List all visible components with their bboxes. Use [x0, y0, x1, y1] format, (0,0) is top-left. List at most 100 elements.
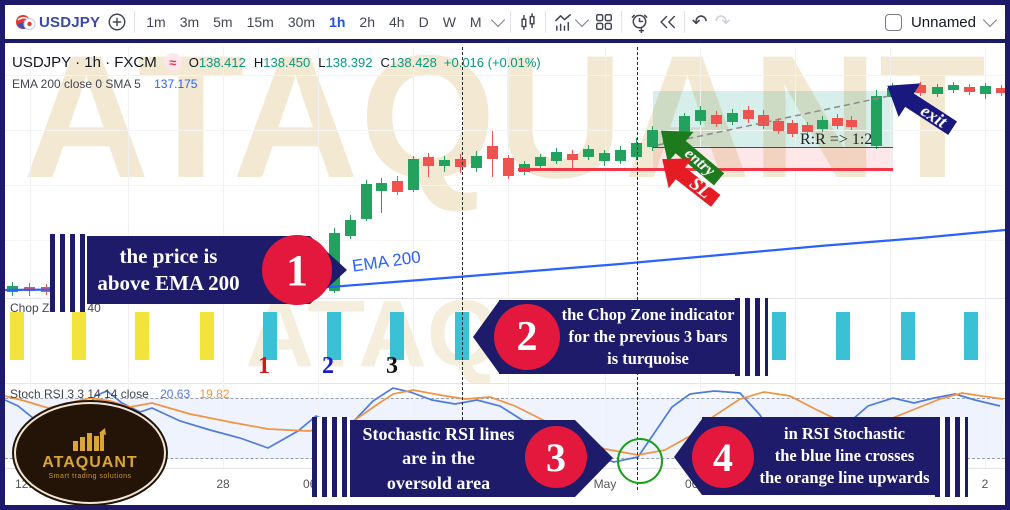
- candlestick: [598, 153, 610, 161]
- symbol-pair-icon: [16, 14, 36, 30]
- pane-divider[interactable]: [5, 383, 1005, 384]
- interval-group: 1m 3m 5m 15m 30m 1h 2h 4h D W M: [142, 14, 485, 30]
- logo-name: ATAQUANT: [42, 453, 138, 471]
- callout1-number: 1: [262, 235, 332, 305]
- candlestick: [486, 146, 498, 159]
- candlestick: [470, 156, 482, 168]
- stoch-rsi-label: Stoch RSI 3 3 14 14 close: [10, 387, 149, 401]
- candlestick: [454, 159, 466, 167]
- stoch-d-value: 19.82: [199, 387, 230, 401]
- callout-text-line: the price is: [119, 243, 218, 268]
- candlestick: [963, 87, 975, 92]
- indicators-chart-icon: [554, 13, 571, 31]
- target-line: [653, 147, 893, 148]
- candlestick: [614, 150, 626, 161]
- rewind-icon: [659, 15, 675, 29]
- callout-text-line: above EMA 200: [97, 271, 240, 295]
- symbol-button[interactable]: USDJPY: [15, 12, 100, 33]
- approx-badge-icon: ≈: [163, 53, 182, 71]
- price-change: +0.016 (+0.01%): [443, 54, 541, 70]
- candlestick: [816, 120, 828, 129]
- interval-30m[interactable]: 30m: [287, 14, 316, 30]
- candlestick: [6, 286, 18, 292]
- candlestick: [630, 143, 642, 157]
- grid-line-horizontal: [5, 185, 1005, 186]
- interval-D[interactable]: D: [418, 14, 429, 30]
- interval-1m[interactable]: 1m: [146, 14, 166, 30]
- candlestick: [914, 85, 926, 93]
- candlestick: [391, 181, 403, 192]
- callout-text-line: the Chop Zone indicator: [561, 304, 735, 324]
- logo-bars-icon: [73, 427, 106, 451]
- chop-zone-bar: [10, 312, 24, 360]
- interval-1h[interactable]: 1h: [329, 14, 346, 30]
- toolbar-divider: [683, 11, 685, 33]
- top-toolbar: USDJPY 1m 3m 5m 15m 30m 1h 2h 4h D W M: [5, 5, 1005, 43]
- candlestick: [375, 183, 387, 191]
- bar-number-label: 2: [322, 353, 334, 379]
- candlestick: [344, 220, 356, 236]
- chop-zone-bar: [200, 312, 214, 360]
- ema-indicator-value: 137.175: [154, 77, 198, 91]
- callout4-stripes: [935, 417, 968, 497]
- callout3-number: 3: [525, 426, 587, 488]
- callout-text-line: Stochastic RSI lines: [362, 424, 515, 445]
- candlestick: [360, 184, 372, 219]
- interval-M[interactable]: M: [469, 14, 482, 30]
- grid-layout-icon: [595, 13, 612, 30]
- layout-name[interactable]: Unnamed: [910, 13, 976, 31]
- callout2-number: 2: [494, 304, 560, 370]
- alert-button[interactable]: [629, 12, 650, 33]
- time-axis-label[interactable]: 2: [981, 477, 989, 491]
- layout-checkbox[interactable]: [884, 13, 902, 31]
- chevron-down-icon[interactable]: [982, 12, 998, 28]
- chevron-down-icon[interactable]: [490, 12, 505, 28]
- candlestick: [995, 88, 1007, 93]
- candlestick: [678, 116, 690, 134]
- ohlc-H: H138.450: [253, 54, 311, 70]
- grid-line-vertical: [890, 47, 891, 468]
- grid-line-vertical: [30, 47, 31, 468]
- interval-15m[interactable]: 15m: [246, 14, 274, 30]
- interval-2h[interactable]: 2h: [359, 14, 375, 30]
- candle-wick: [380, 178, 382, 213]
- candlestick: [831, 118, 843, 126]
- grid-line-horizontal: [5, 130, 1005, 131]
- interval-4h[interactable]: 4h: [388, 14, 405, 30]
- callout-text-line: for the previous 3 bars: [568, 326, 728, 346]
- layout-grid-button[interactable]: [594, 12, 614, 32]
- callout4-number: 4: [692, 426, 754, 488]
- interval-W[interactable]: W: [442, 14, 456, 30]
- toolbar-divider: [620, 11, 622, 33]
- toolbar-divider: [134, 11, 136, 33]
- undo-icon[interactable]: ↶: [691, 11, 708, 33]
- vertical-dashed-line: [637, 47, 638, 490]
- grid-line-horizontal: [5, 75, 1005, 76]
- candlestick: [23, 287, 35, 291]
- ohlc-C: C138.428: [380, 54, 437, 70]
- indicators-button[interactable]: [553, 12, 589, 33]
- crossover-circle: [617, 438, 663, 484]
- chop-zone-bar: [72, 312, 86, 360]
- toolbar-divider: [509, 11, 511, 33]
- chart-type-button[interactable]: [518, 12, 538, 32]
- time-axis-label[interactable]: 28: [216, 477, 230, 491]
- symbol-title: USDJPY · 1h · FXCM: [12, 53, 157, 71]
- interval-3m[interactable]: 3m: [179, 14, 200, 30]
- plus-circle-icon: [108, 13, 126, 31]
- ema-indicator-label: EMA 200 close 0 SMA 5: [12, 77, 141, 91]
- compare-add-button[interactable]: [107, 12, 127, 32]
- stoch-rsi-label-row[interactable]: Stoch RSI 3 3 14 14 close 20.63 19.82: [10, 387, 230, 401]
- symbol-header[interactable]: USDJPY · 1h · FXCM ≈ O138.412 H138.450 L13…: [12, 53, 541, 71]
- chop-zone-bar: [901, 312, 915, 360]
- candles-icon: [520, 13, 535, 30]
- ema-indicator-row[interactable]: EMA 200 close 0 SMA 5 137.175: [12, 77, 197, 91]
- candlestick: [694, 110, 706, 121]
- bar-number-label: 3: [386, 353, 398, 379]
- candlestick: [786, 123, 798, 134]
- replay-button[interactable]: [657, 12, 677, 32]
- pane-divider[interactable]: [5, 298, 1005, 299]
- redo-icon[interactable]: ↷: [714, 11, 731, 33]
- interval-5m[interactable]: 5m: [213, 14, 233, 30]
